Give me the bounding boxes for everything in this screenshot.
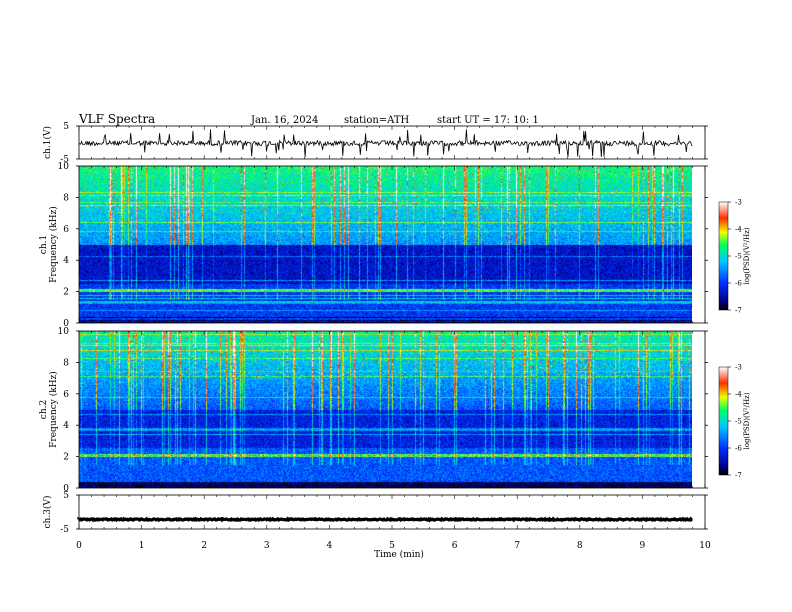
colorbar-tick-label: -4 (735, 226, 742, 234)
colorbar-tick-label: -4 (735, 391, 742, 399)
y-tick-label: 0 (63, 319, 69, 329)
colorbar-gradient (718, 201, 729, 311)
colorbar-tick-label: -7 (735, 472, 742, 480)
colorbar-tick-label: -7 (735, 307, 742, 315)
colorbar-tick-label: -5 (735, 253, 742, 261)
date-label: Jan. 16, 2024 (250, 115, 318, 126)
y-tick-label: 0 (63, 484, 69, 494)
ch1-colorbar: -3 -4 -5 -6 -7 log(PSD)(V²/Hz) (718, 199, 751, 315)
y-tick-label: 8 (63, 193, 69, 203)
x-tick-label: 5 (389, 541, 395, 551)
x-tick-label: 2 (201, 541, 207, 551)
panel-frame (78, 494, 706, 530)
spectrogram-canvas (79, 166, 692, 323)
ch1-spectrogram-panel: 0 2 4 6 8 10 ch.1 Frequency (kHz) (39, 162, 708, 329)
y-tick-label: 6 (63, 390, 69, 400)
spectrogram-image (79, 331, 692, 488)
y-tick-label: 5 (63, 491, 69, 501)
waveform-line (77, 516, 693, 523)
figure-title: VLF Spectra (78, 112, 155, 126)
x-tick-label: 3 (264, 541, 270, 551)
y-axis-label: ch.1 (39, 235, 49, 254)
x-tick-label: 0 (76, 541, 82, 551)
spectrogram-image (79, 166, 692, 323)
y-axis-label: ch.3(V) (42, 496, 53, 529)
x-tick-label: 7 (514, 541, 520, 551)
ch2-spectrogram-panel: 0 2 4 6 8 10 ch.2 Frequency (kHz) (39, 327, 708, 494)
y-tick-label: 4 (63, 256, 69, 266)
waveform-line (78, 129, 693, 158)
y-tick-label: 8 (63, 358, 69, 368)
ch3-waveform-panel: 5 -5 ch.3(V) (42, 491, 708, 535)
y-axis-label: ch.2 (39, 400, 49, 419)
y-tick-label: 6 (63, 225, 69, 235)
x-tick-label: 4 (327, 541, 333, 551)
spectrogram-canvas (79, 331, 692, 488)
time-axis-label: Time (min) (374, 549, 424, 560)
x-tick-label: 8 (577, 541, 583, 551)
y-tick-label: 2 (63, 288, 69, 298)
y-axis-label: ch.1(V) (42, 126, 53, 159)
x-tick-label: 9 (640, 541, 646, 551)
ch2-colorbar: -3 -4 -5 -6 -7 log(PSD)(V²/Hz) (718, 364, 751, 480)
colorbar-label: log(PSD)(V²/Hz) (743, 227, 751, 284)
y-tick-label: 5 (63, 122, 69, 132)
y-tick-label: 4 (63, 421, 69, 431)
x-tick-label: 6 (452, 541, 458, 551)
y-tick-label: -5 (60, 525, 69, 535)
y-tick-label: 10 (58, 327, 70, 337)
x-tick-label: 1 (139, 541, 145, 551)
colorbar-gradient (718, 366, 729, 476)
y-tick-label: 2 (63, 453, 69, 463)
y-tick-label: -5 (60, 155, 69, 165)
colorbar-tick-label: -6 (735, 280, 742, 288)
ch1-waveform-panel: 5 -5 ch.1(V) (42, 122, 708, 165)
colorbar-label: log(PSD)(V²/Hz) (743, 392, 751, 449)
colorbar-tick-label: -5 (735, 418, 742, 426)
station-label: station=ATH (344, 115, 410, 126)
x-tick-label: 10 (699, 541, 711, 551)
colorbar-tick-label: -3 (735, 199, 742, 207)
y-axis-label: Frequency (kHz) (48, 371, 59, 448)
y-axis-label: Frequency (kHz) (48, 206, 59, 283)
y-tick-label: 10 (58, 162, 70, 172)
start-time-label: start UT = 17: 10: 1 (437, 115, 539, 126)
colorbar-tick-label: -6 (735, 445, 742, 453)
colorbar-tick-label: -3 (735, 364, 742, 372)
time-axis: 0 1 2 3 4 5 6 7 8 9 10 (76, 541, 711, 551)
